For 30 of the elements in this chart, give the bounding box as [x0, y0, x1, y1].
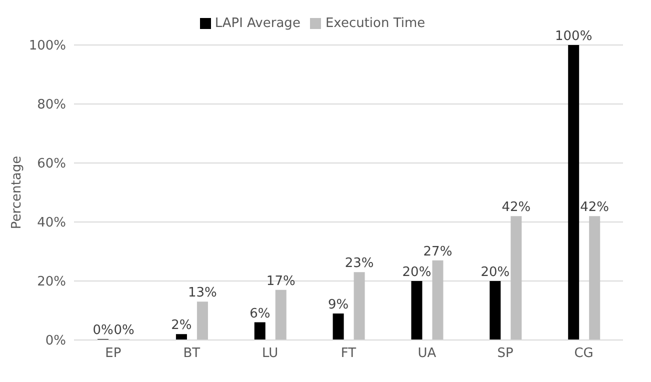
- x-tick-label: UA: [418, 346, 436, 362]
- y-tick-label: 20%: [37, 274, 66, 290]
- data-label: 42%: [502, 200, 531, 216]
- data-label: 17%: [266, 274, 296, 289]
- legend-label: LAPI Average: [214, 16, 300, 31]
- x-tick-label: SP: [497, 346, 514, 362]
- data-label: 0%: [114, 323, 134, 338]
- y-axis-title: Percentage: [10, 156, 25, 230]
- data-label: 42%: [580, 200, 610, 216]
- data-label: 13%: [188, 286, 217, 301]
- x-tick-label: FT: [340, 346, 356, 362]
- data-label: 23%: [344, 256, 374, 272]
- x-tick-label: EP: [105, 346, 122, 362]
- data-label: 20%: [402, 265, 432, 280]
- data-label: 2%: [171, 318, 192, 334]
- data-label: 100%: [555, 29, 592, 44]
- data-label: 0%: [92, 323, 114, 338]
- y-tick-label: 80%: [37, 98, 66, 113]
- y-tick-label: 40%: [37, 216, 66, 231]
- data-label: 27%: [423, 244, 452, 260]
- y-tick-label: 100%: [28, 38, 66, 54]
- data-label: 6%: [250, 306, 270, 322]
- legend-label: Execution Time: [325, 16, 426, 31]
- x-tick-label: BT: [183, 346, 200, 362]
- x-tick-label: CG: [574, 346, 594, 362]
- y-tick-label: 60%: [37, 156, 66, 172]
- data-label: 20%: [480, 265, 510, 280]
- x-tick-label: LU: [262, 346, 278, 362]
- data-label: 9%: [328, 297, 349, 312]
- y-tick-label: 0%: [45, 334, 66, 349]
